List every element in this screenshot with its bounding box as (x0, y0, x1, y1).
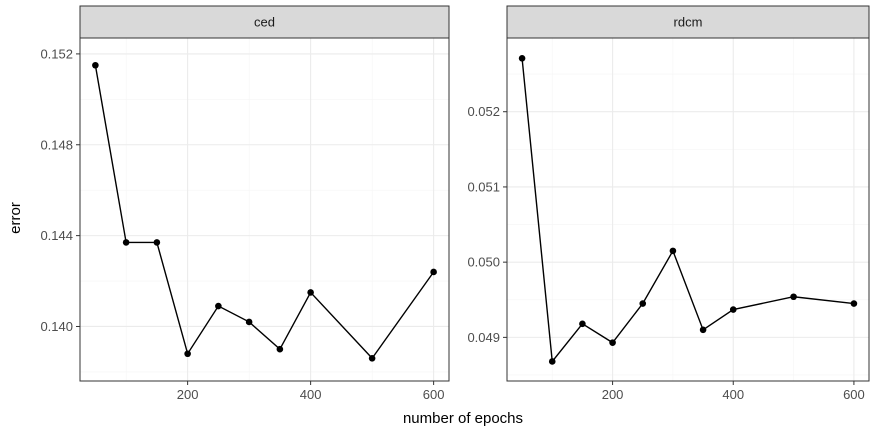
panel-background (80, 38, 449, 381)
y-axis-title: error (7, 202, 24, 234)
data-point (850, 300, 858, 307)
data-point (518, 55, 526, 62)
panel-ced: ced 200 400 600 0.140 0.144 0.148 0.152 (40, 5, 450, 402)
y-tick-label: 0.052 (467, 104, 500, 119)
x-tick-label: 600 (423, 387, 445, 402)
series-line (94, 65, 435, 360)
facet-strip (79, 5, 450, 39)
y-tick-label: 0.050 (467, 255, 500, 270)
panel-rdcm: rdcm 200 400 600 0.049 0.050 0.051 0.052 (467, 5, 870, 402)
data-point (729, 306, 737, 313)
y-tick-label: 0.049 (467, 330, 500, 345)
y-tick-label: 0.140 (40, 319, 73, 334)
data-point (184, 350, 191, 358)
x-tick-label: 400 (722, 387, 744, 402)
data-point (307, 289, 314, 296)
data-point (669, 247, 677, 255)
data-point (245, 318, 253, 326)
data-point (122, 239, 130, 246)
data-point (430, 268, 437, 276)
x-tick-label: 200 (177, 387, 199, 402)
data-point (153, 239, 161, 246)
facet-strip (506, 5, 870, 39)
data-point (276, 345, 284, 353)
data-point (215, 302, 222, 310)
y-tick-label: 0.148 (40, 137, 73, 152)
y-tick-label: 0.051 (467, 179, 500, 194)
facet-label: ced (254, 15, 275, 30)
x-tick-label: 200 (602, 387, 624, 402)
data-point (790, 293, 797, 301)
x-axis-title: number of epochs (403, 410, 523, 427)
facet-label: rdcm (674, 15, 703, 30)
x-tick-label: 400 (300, 387, 322, 402)
data-point (92, 61, 99, 69)
data-point (368, 354, 376, 362)
y-tick-label: 0.144 (40, 228, 73, 243)
series-line (521, 58, 854, 364)
data-point (548, 358, 556, 365)
panel-background (507, 38, 869, 381)
x-tick-label: 600 (843, 387, 865, 402)
data-point (699, 326, 707, 334)
data-point (609, 339, 616, 346)
y-tick-label: 0.152 (40, 46, 73, 61)
data-point (579, 320, 586, 328)
data-point (639, 300, 647, 307)
